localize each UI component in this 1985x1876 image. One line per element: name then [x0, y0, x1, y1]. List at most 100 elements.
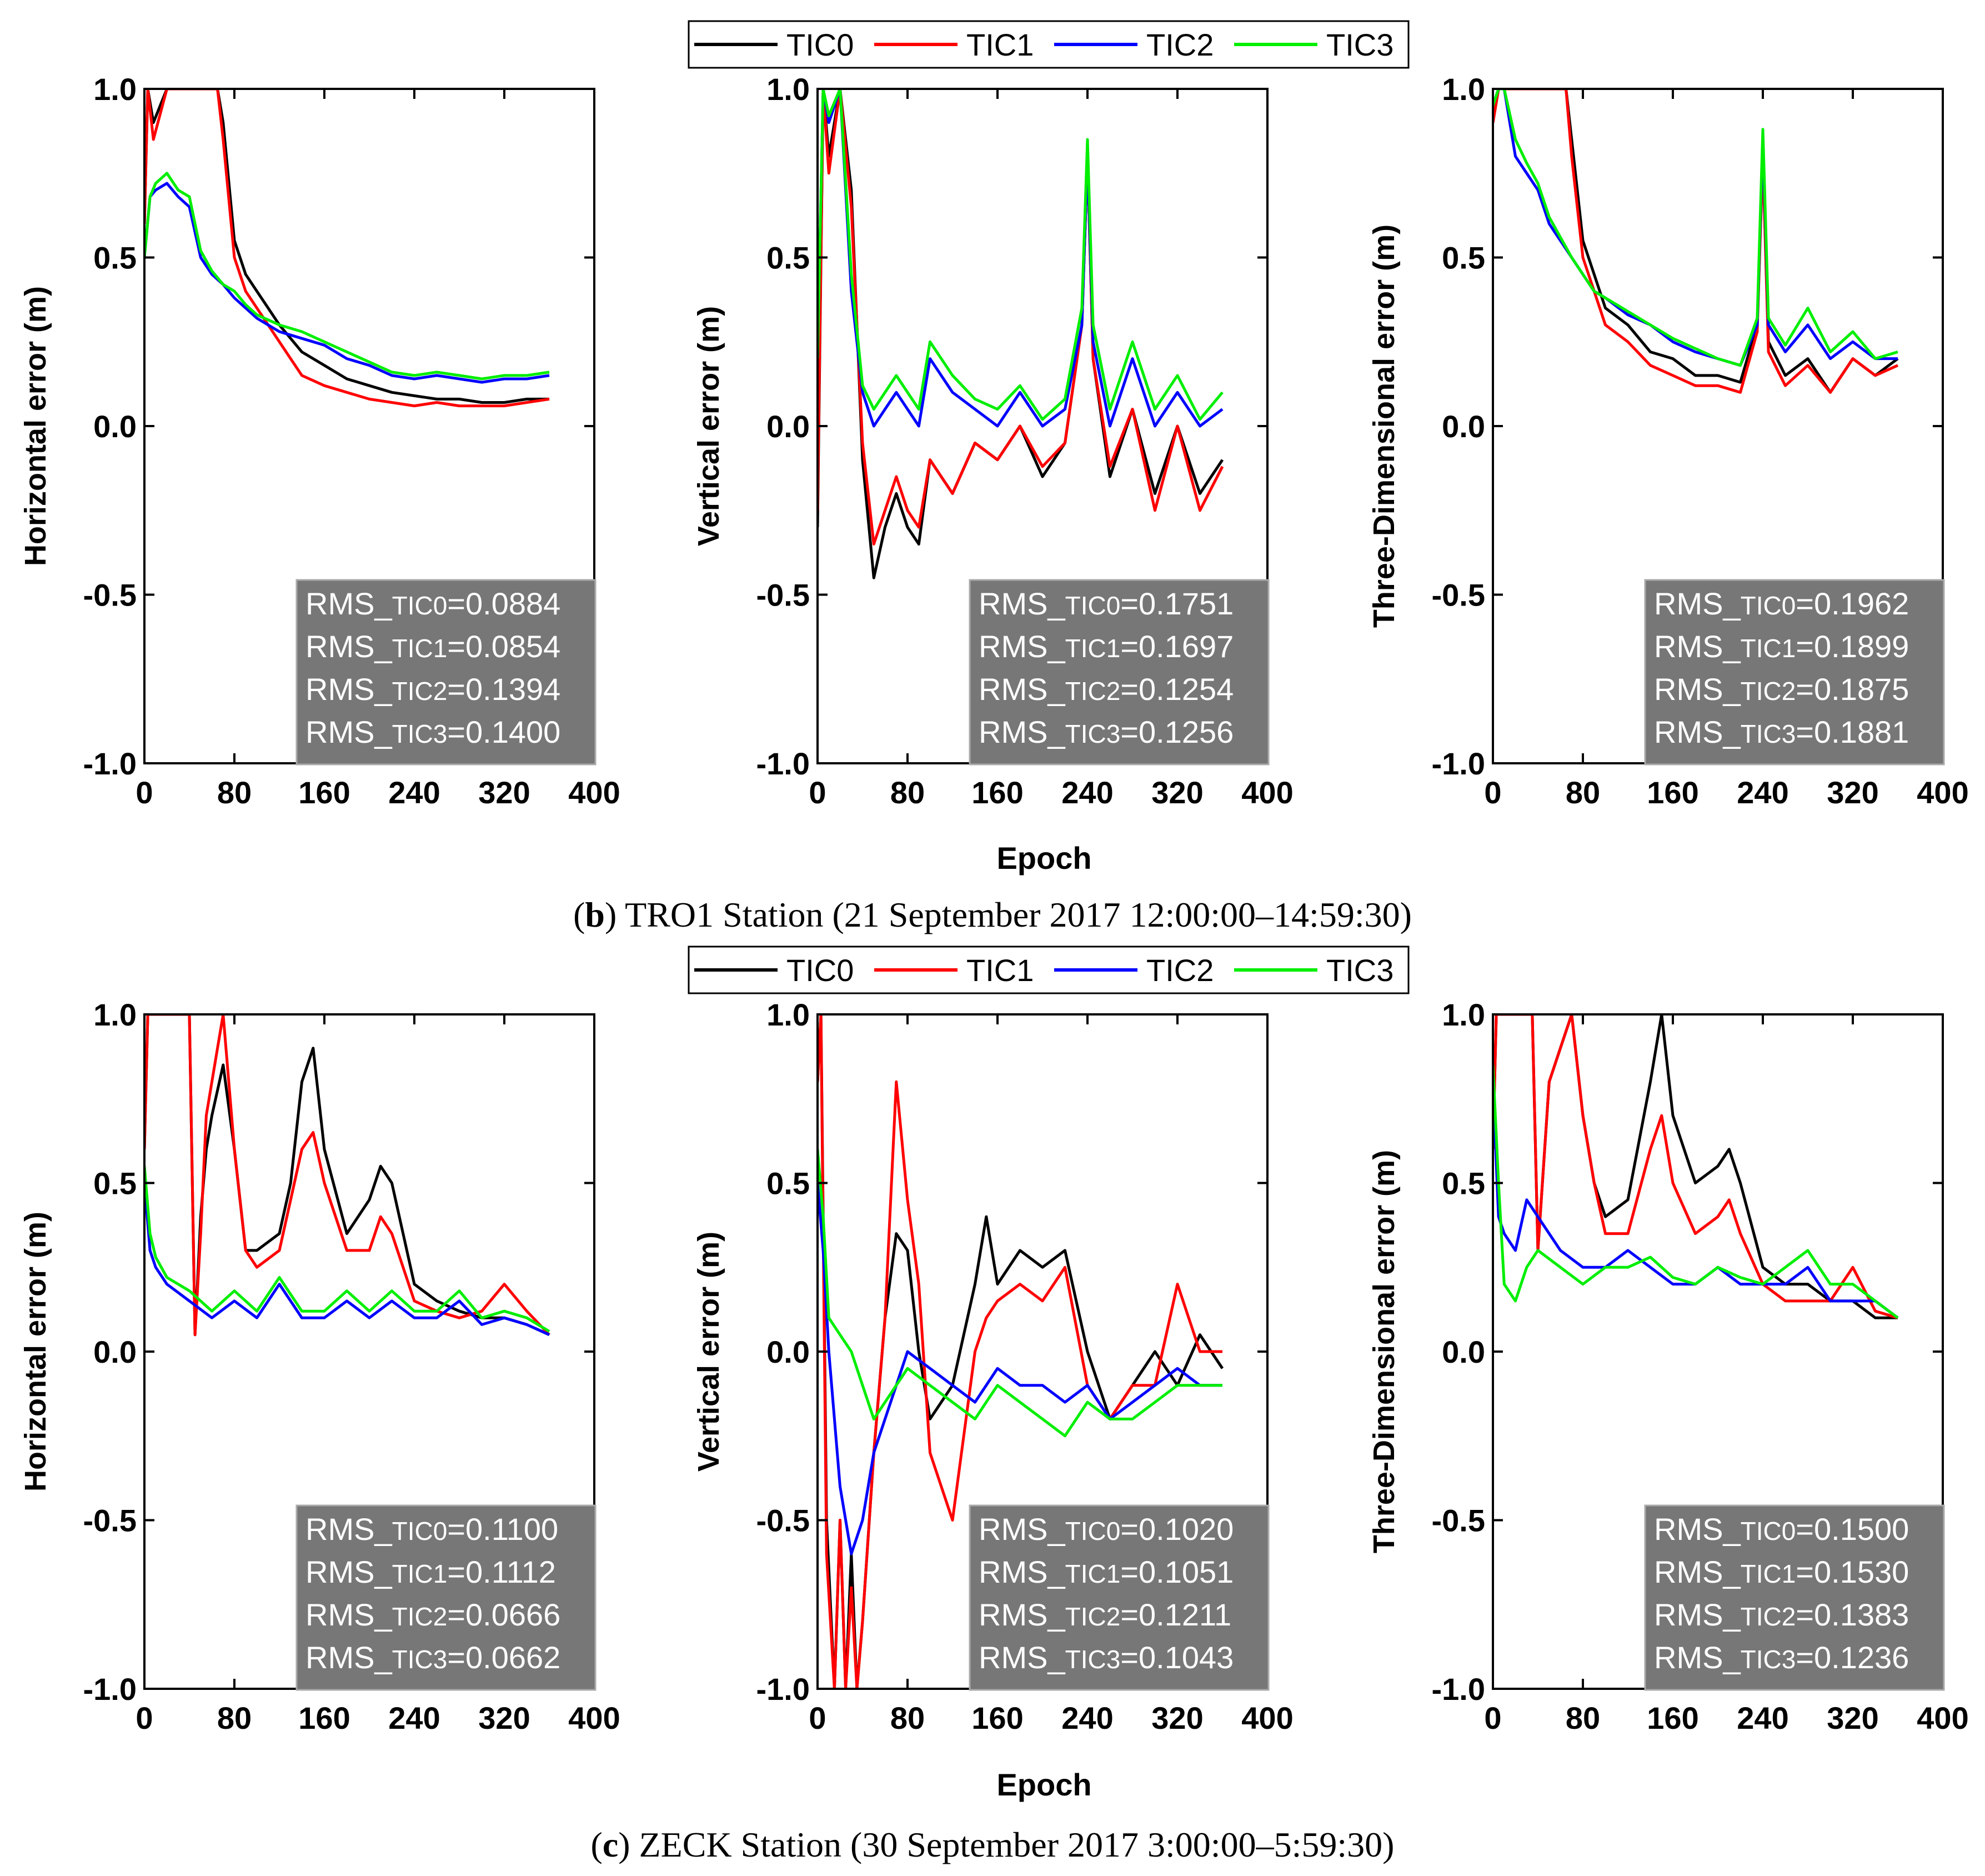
- x-tick-label: 80: [1566, 775, 1600, 810]
- y-tick-label: -0.5: [756, 1503, 810, 1538]
- series-line-tic0: [1493, 1014, 1898, 1319]
- y-tick-label: -0.5: [1432, 578, 1486, 613]
- x-tick-label: 0: [1484, 775, 1501, 810]
- rms-value-tic3: RMS_TIC3=0.1236: [1654, 1640, 1909, 1675]
- x-tick-label: 400: [568, 775, 620, 810]
- caption-b-letter: b: [585, 895, 605, 934]
- x-tick-label: 320: [1827, 775, 1878, 810]
- series-line-tic0: [1493, 89, 1899, 394]
- rms-value-tic2: RMS_TIC2=0.0666: [305, 1597, 560, 1632]
- series-line-tic1: [144, 89, 550, 408]
- x-axis-label-bottom: Epoch: [996, 1767, 1091, 1802]
- x-tick-label: 320: [1827, 1700, 1878, 1735]
- rms-box: [1644, 579, 1945, 766]
- series-line-tic2: [144, 182, 550, 384]
- caption-b-text: TRO1 Station (21 September 2017 12:00:00…: [625, 895, 1412, 934]
- rms-value-tic0: RMS_TIC0=0.1751: [979, 586, 1234, 621]
- x-tick-label: 0: [136, 775, 153, 810]
- y-tick-label: -0.5: [1432, 1503, 1486, 1538]
- legend-label-tic1: TIC1: [966, 27, 1034, 62]
- x-tick-label: 400: [1241, 775, 1293, 810]
- y-axis-label: Three-Dimensional error (m): [1367, 224, 1401, 628]
- series-line-tic0: [144, 1014, 550, 1337]
- x-tick-label: 80: [890, 1700, 925, 1735]
- x-tick-label: 240: [1061, 1700, 1113, 1735]
- x-tick-label: 400: [1241, 1700, 1293, 1735]
- legend-label-tic0: TIC0: [786, 27, 854, 62]
- x-tick-label: 240: [1061, 775, 1113, 810]
- legend-label-tic3: TIC3: [1326, 27, 1393, 62]
- x-tick-label: 160: [1647, 775, 1698, 810]
- x-tick-label: 160: [1647, 1700, 1698, 1735]
- rms-value-tic0: RMS_TIC0=0.1500: [1654, 1512, 1909, 1547]
- x-tick-label: 80: [1566, 1700, 1600, 1735]
- y-tick-label: 0.5: [93, 241, 137, 276]
- chart-panel-c-vertical: 1.0 0.5 0.0 -0.5 -1.00 80 160 240 320 400 Vertical…: [692, 997, 1294, 1735]
- rms-value-tic2: RMS_TIC2=0.1383: [1654, 1597, 1909, 1632]
- series-line-tic2: [1493, 1082, 1899, 1319]
- y-tick-label: 0.5: [766, 1166, 810, 1201]
- x-tick-label: 320: [1151, 775, 1203, 810]
- series-line-tic2: [818, 1183, 1222, 1555]
- x-tick-label: 80: [890, 775, 925, 810]
- x-axis-label-top: Epoch: [996, 841, 1091, 876]
- y-tick-label: 0.0: [766, 409, 810, 444]
- y-tick-label: 0.5: [766, 241, 810, 276]
- series-line-tic3: [1493, 89, 1898, 367]
- y-tick-label: -1.0: [1432, 1672, 1486, 1707]
- series-line-tic0: [144, 89, 549, 404]
- panels: 1.0 0.5 0.0 -0.5 -1.0 0 80 160 240 320 400 Horizont…: [19, 72, 1969, 1735]
- series-line-tic1: [818, 1014, 1222, 1689]
- series-line-tic3: [818, 1149, 1222, 1438]
- rms-value-tic3: RMS_TIC3=0.1043: [979, 1640, 1234, 1675]
- x-tick-label: 240: [1737, 775, 1788, 810]
- x-tick-label: 80: [217, 775, 252, 810]
- rms-value-tic3: RMS_TIC3=0.1881: [1654, 714, 1909, 749]
- caption-b: (b) TRO1 Station (21 September 2017 12:0…: [573, 895, 1412, 934]
- x-tick-label: 160: [298, 1700, 350, 1735]
- x-tick-label: 160: [971, 775, 1023, 810]
- chart-panel-c-3d: 1.0 0.5 0.0 -0.5 -1.00 80 160 240 320 400 Three-Di…: [1367, 997, 1969, 1735]
- series-line-tic1: [1493, 89, 1899, 394]
- chart-panel-c-horizontal: 1.0 0.5 0.0 -0.5 -1.00 80 160 240 320 400 Horizont…: [19, 997, 620, 1735]
- rms-value-tic2: RMS_TIC2=0.1211: [979, 1597, 1231, 1632]
- rms-value-tic0: RMS_TIC0=0.1962: [1654, 586, 1909, 621]
- rms-value-tic3: RMS_TIC3=0.1256: [979, 714, 1234, 749]
- series-line-tic1: [1493, 1014, 1898, 1319]
- series-line-tic2: [818, 89, 1224, 428]
- rms-value-tic2: RMS_TIC2=0.1875: [1654, 672, 1909, 707]
- y-axis-label: Vertical error (m): [692, 306, 725, 546]
- rms-value-tic1: RMS_TIC1=0.1899: [1654, 629, 1909, 664]
- y-tick-label: 1.0: [766, 997, 810, 1032]
- rms-value-tic0: RMS_TIC0=0.1020: [979, 1512, 1234, 1547]
- rms-value-tic0: RMS_TIC0=0.1100: [305, 1512, 558, 1547]
- y-tick-label: 0.5: [1442, 1166, 1485, 1201]
- y-axis-label: Horizontal error (m): [19, 1212, 52, 1492]
- y-tick-label: 0.0: [1442, 1334, 1485, 1369]
- series-line-tic1: [818, 89, 1224, 546]
- rms-value-tic0: RMS_TIC0=0.0884: [305, 586, 560, 621]
- y-tick-label: -0.5: [756, 578, 810, 613]
- legend-label-tic2: TIC2: [1146, 953, 1214, 988]
- legend-top: TIC0 TIC1 TIC2 TIC3: [688, 20, 1410, 69]
- chart-panel-b-vertical: 1.0 0.5 0.0 -0.5 -1.00 80 160 240 320 400 Vertical…: [692, 72, 1294, 810]
- y-tick-label: 1.0: [1442, 997, 1485, 1032]
- y-tick-label: -0.5: [83, 1503, 137, 1538]
- rms-value-tic2: RMS_TIC2=0.1394: [305, 672, 560, 707]
- x-tick-label: 320: [478, 1700, 530, 1735]
- x-tick-label: 160: [298, 775, 350, 810]
- x-tick-label: 240: [388, 1700, 440, 1735]
- x-tick-label: 240: [1737, 1700, 1788, 1735]
- series-line-tic2: [144, 1183, 550, 1336]
- rms-value-tic1: RMS_TIC1=0.1051: [979, 1554, 1234, 1589]
- rms-value-tic2: RMS_TIC2=0.1254: [979, 672, 1234, 707]
- y-tick-label: 1.0: [93, 997, 137, 1032]
- rms-box: [1644, 1504, 1945, 1691]
- legend-bottom: TIC0 TIC1 TIC2 TIC3: [688, 945, 1410, 994]
- rms-value-tic3: RMS_TIC3=0.1400: [305, 714, 560, 749]
- rms-box: [969, 1504, 1270, 1691]
- y-tick-label: 0.0: [93, 1334, 137, 1369]
- x-tick-label: 400: [568, 1700, 620, 1735]
- x-tick-label: 80: [217, 1700, 252, 1735]
- legend-label-tic1: TIC1: [966, 953, 1034, 988]
